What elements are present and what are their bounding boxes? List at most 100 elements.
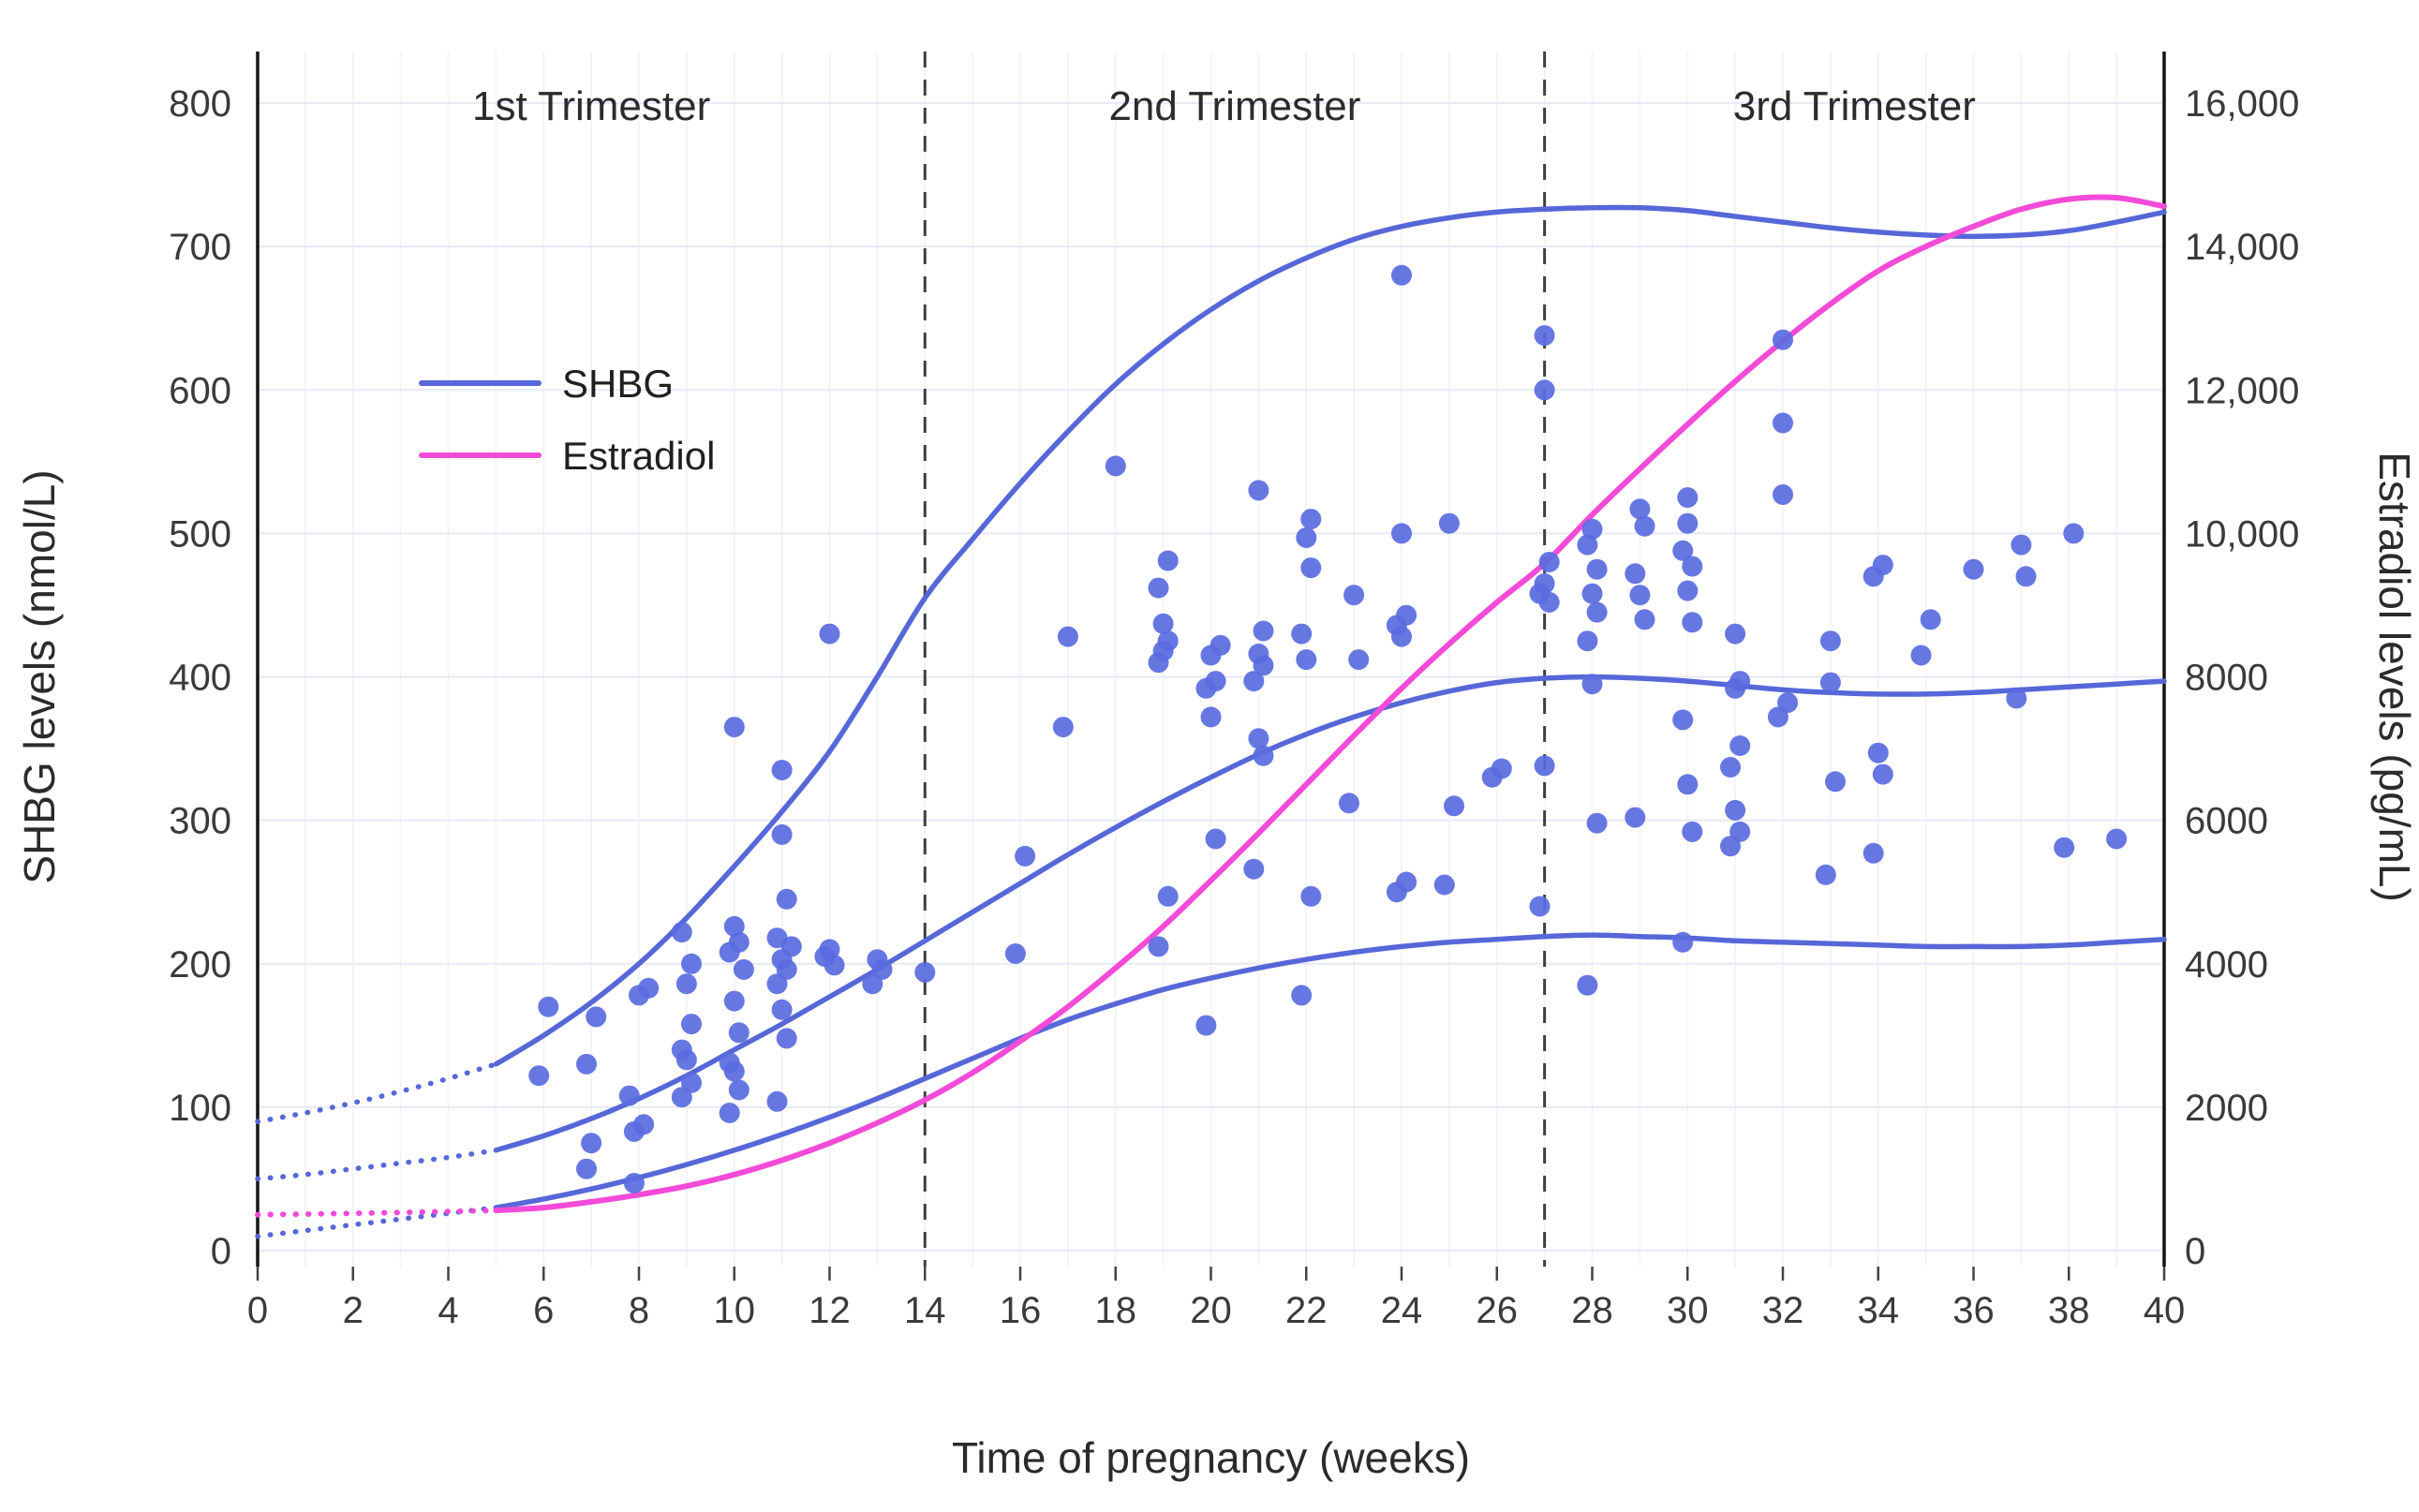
data-point	[719, 1052, 740, 1074]
data-point	[681, 953, 702, 974]
data-point	[1581, 674, 1603, 695]
shbg-median-curve-dotted	[255, 1148, 499, 1182]
data-point	[1148, 936, 1169, 957]
data-point	[1577, 630, 1598, 652]
data-point	[1682, 821, 1703, 842]
data-point	[1291, 623, 1313, 645]
data-point	[766, 1090, 788, 1112]
data-point	[623, 1173, 645, 1193]
data-point	[675, 973, 697, 995]
trimester-label: 1st Trimester	[472, 83, 710, 129]
trimester-label: 2nd Trimester	[1108, 83, 1360, 129]
x-tick-label: 8	[629, 1290, 649, 1331]
data-point	[2106, 828, 2128, 850]
data-point	[1534, 755, 1555, 777]
data-point	[1634, 515, 1655, 537]
data-point	[1348, 649, 1370, 671]
data-point	[1677, 512, 1699, 534]
data-point	[1438, 512, 1460, 534]
data-point	[1152, 613, 1174, 634]
data-point	[1296, 649, 1317, 671]
data-point	[681, 1072, 702, 1093]
x-tick-label: 2	[343, 1290, 364, 1331]
x-tick-label: 20	[1190, 1290, 1232, 1331]
data-point	[723, 717, 745, 738]
data-point	[776, 888, 797, 910]
data-point	[1243, 858, 1265, 880]
data-point	[1057, 626, 1078, 647]
y-right-tick-label: 4000	[2185, 944, 2268, 986]
data-point	[1586, 558, 1608, 580]
shbg-upper-curve-dotted	[255, 1061, 499, 1124]
y-right-tick-label: 6000	[2185, 801, 2268, 842]
data-point	[1729, 821, 1751, 842]
y-axis-title-left: SHBG levels (nmol/L)	[15, 469, 64, 883]
data-point	[1625, 807, 1646, 828]
x-tick-label: 10	[714, 1290, 756, 1331]
data-point	[1672, 709, 1694, 731]
data-point	[1200, 706, 1222, 728]
data-point	[581, 1133, 602, 1154]
data-point	[1910, 645, 1932, 666]
data-point	[1534, 573, 1555, 594]
data-point	[681, 1014, 702, 1035]
data-point	[528, 1065, 550, 1087]
data-point	[819, 623, 840, 645]
data-point	[1243, 671, 1265, 692]
legend-label-estradiol: Estradiol	[562, 434, 715, 478]
data-point	[1581, 518, 1603, 540]
y-right-tick-label: 8000	[2185, 658, 2268, 699]
data-point	[1205, 828, 1226, 850]
estradiol-curve	[493, 194, 2167, 1214]
y-right-tick-label: 2000	[2185, 1088, 2268, 1129]
x-tick-label: 6	[533, 1290, 554, 1331]
data-point	[1391, 264, 1412, 286]
data-point	[824, 955, 845, 976]
y-right-tick-label: 10,000	[2185, 513, 2299, 555]
data-point	[1729, 735, 1751, 756]
data-point	[1248, 480, 1269, 501]
x-tick-label: 16	[1000, 1290, 1042, 1331]
y-right-tick-label: 12,000	[2185, 370, 2299, 411]
data-point	[1773, 412, 1793, 434]
data-point	[576, 1158, 597, 1179]
data-point	[1004, 943, 1026, 964]
x-tick-label: 28	[1571, 1290, 1613, 1331]
data-point	[1210, 634, 1231, 656]
data-point	[1720, 757, 1741, 778]
x-tick-label: 34	[1858, 1290, 1900, 1331]
y-left-tick-label: 0	[211, 1231, 231, 1272]
data-point	[728, 931, 749, 953]
data-point	[1819, 630, 1841, 652]
data-point	[867, 949, 888, 971]
data-point	[1343, 585, 1365, 606]
data-point	[1577, 974, 1598, 996]
data-point	[1677, 774, 1699, 795]
data-point	[1444, 795, 1464, 817]
data-point	[1586, 601, 1608, 623]
data-point	[1677, 487, 1699, 509]
y-left-tick-label: 500	[169, 513, 231, 555]
shbg-median-curve	[493, 674, 2167, 1153]
data-point	[1577, 534, 1598, 556]
data-point	[1296, 527, 1317, 548]
data-point	[1672, 931, 1694, 953]
y-axis-title-right: Estradiol levels (pg/mL)	[2370, 452, 2419, 902]
data-point	[1534, 379, 1555, 401]
x-tick-label: 32	[1762, 1290, 1804, 1331]
data-point	[1920, 609, 1941, 630]
data-point	[1963, 558, 1984, 580]
data-point	[1634, 609, 1655, 630]
data-point	[1629, 585, 1651, 606]
x-tick-label: 0	[247, 1290, 268, 1331]
data-point	[1534, 325, 1555, 347]
data-point	[1725, 623, 1746, 645]
x-tick-label: 14	[904, 1290, 946, 1331]
data-point	[576, 1053, 597, 1075]
data-point	[723, 915, 745, 937]
data-point	[1157, 630, 1179, 652]
data-point	[914, 961, 936, 983]
data-point	[1253, 745, 1274, 766]
data-point	[671, 922, 692, 943]
